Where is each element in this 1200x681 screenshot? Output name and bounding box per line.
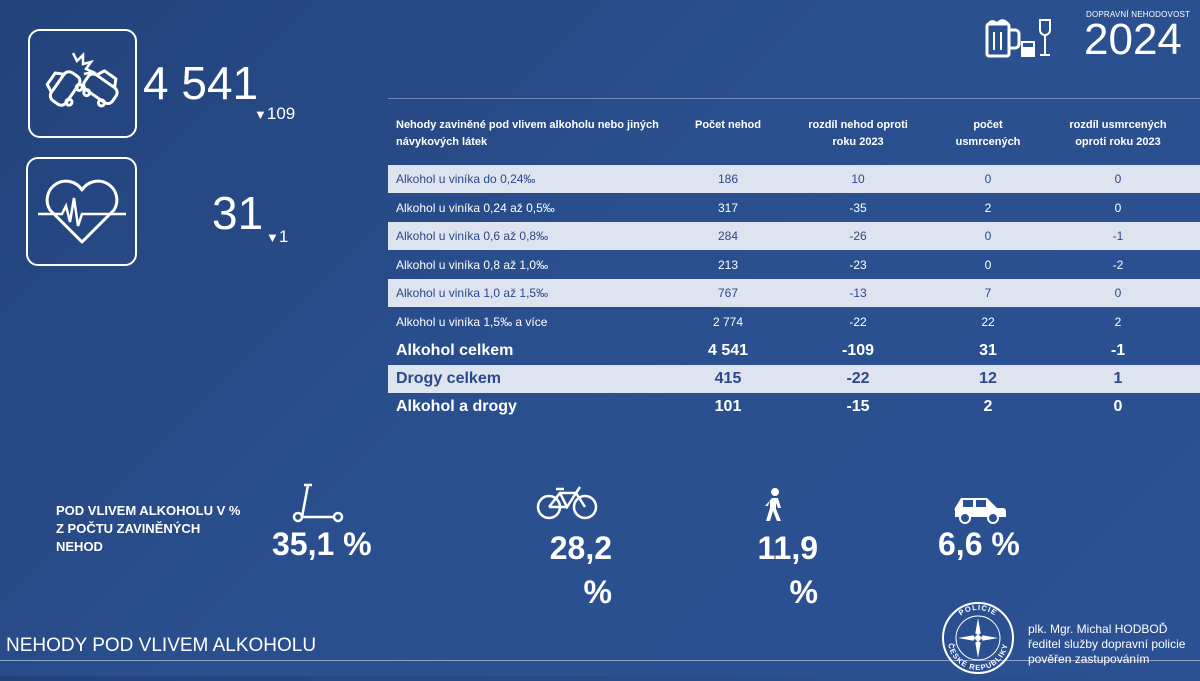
row-count: 415	[714, 370, 742, 387]
row-label: Alkohol u viníka 1,5‰ a více	[396, 315, 548, 329]
row-deaths-diff: 0	[1114, 201, 1122, 215]
car-crash-icon-box	[28, 29, 137, 138]
row-diff: -15	[846, 398, 870, 415]
down-arrow-icon: ▼	[254, 107, 267, 122]
row-count: 4 541	[707, 342, 749, 359]
table-row: Drogy celkem 415 -22 12 1	[388, 365, 1200, 393]
row-label: Alkohol u viníka 1,0 až 1,5‰	[396, 286, 549, 300]
row-deaths-diff: -2	[1112, 258, 1124, 272]
drinks-icon	[984, 16, 1056, 60]
row-count: 317	[717, 201, 739, 215]
bicycle-percent: 28,2 %	[542, 526, 612, 614]
row-count: 213	[717, 258, 739, 272]
row-diff: -13	[849, 286, 867, 300]
pedestrian-percent: 11,9 %	[748, 526, 818, 614]
pedestrian-percent-value: 11,9 %	[757, 530, 818, 610]
scooter-percent: 35,1 %	[272, 526, 372, 562]
row-count: 101	[714, 398, 742, 415]
row-deaths: 0	[984, 258, 992, 272]
car-percent: 6,6 %	[938, 526, 1020, 562]
accidents-delta: ▼109	[254, 104, 295, 124]
row-count: 186	[717, 172, 739, 186]
row-deaths: 0	[984, 229, 992, 243]
signature-line: plk. Mgr. Michal HODBOĎ	[1028, 622, 1168, 636]
row-diff: -22	[846, 370, 870, 387]
row-diff: -35	[849, 201, 867, 215]
row-diff: -22	[849, 315, 867, 329]
table-row: Alkohol celkem 4 541 -109 31 -1	[388, 337, 1200, 365]
row-deaths: 31	[979, 342, 997, 359]
table-row: Alkohol u viníka 1,0 až 1,5‰ 767 -13 7 0	[388, 279, 1200, 307]
row-label: Drogy celkem	[396, 370, 501, 387]
row-deaths: 12	[979, 370, 997, 387]
header-deaths: počet usmrcených	[955, 119, 1021, 148]
heartbeat-icon	[37, 179, 126, 243]
row-deaths-diff: 0	[1113, 398, 1123, 415]
row-diff: -26	[849, 229, 867, 243]
header-year: 2024	[1084, 15, 1182, 64]
row-diff: -23	[849, 258, 867, 272]
deaths-delta-value: 1	[278, 227, 289, 246]
down-arrow-icon: ▼	[266, 230, 279, 245]
percent-section-label: POD VLIVEM ALKOHOLU V % Z POČTU ZAVINĚNÝ…	[56, 503, 241, 554]
row-deaths-diff: 0	[1114, 172, 1122, 186]
row-label: Alkohol u viníka 0,6 až 0,8‰	[396, 229, 549, 243]
signature-block: plk. Mgr. Michal HODBOĎ ředitel služby d…	[1028, 622, 1185, 667]
header-category: Nehody zaviněné pod vlivem alkoholu nebo…	[396, 119, 659, 148]
row-deaths: 2	[983, 398, 993, 415]
row-label: Alkohol celkem	[396, 342, 514, 359]
row-deaths: 7	[984, 286, 992, 300]
row-label: Alkohol u viníka do 0,24‰	[396, 172, 536, 186]
table-row: Alkohol u viníka 0,24 až 0,5‰ 317 -35 2 0	[388, 194, 1200, 222]
row-deaths: 2	[984, 201, 992, 215]
row-diff: -109	[841, 342, 875, 359]
header-deaths-diff: rozdíl usmrcených oproti roku 2023	[1069, 119, 1167, 148]
row-label: Alkohol u viníka 0,8 až 1,0‰	[396, 258, 549, 272]
pedestrian-icon	[764, 488, 786, 527]
svg-text:POLICIE: POLICIE	[957, 603, 999, 618]
accidents-value: 4 541	[143, 57, 259, 109]
scooter-icon	[290, 483, 344, 528]
header-count: Počet nehod	[694, 119, 761, 131]
row-label: Alkohol a drogy	[396, 398, 517, 415]
heartbeat-icon-box	[26, 157, 137, 266]
signature-line: pověřen zastupováním	[1028, 652, 1150, 666]
row-diff: 10	[851, 172, 865, 186]
row-count: 767	[717, 286, 739, 300]
table-row: Alkohol u viníka do 0,24‰ 186 10 0 0	[388, 165, 1200, 193]
row-deaths-diff: 1	[1113, 370, 1123, 387]
car-icon	[951, 494, 1007, 529]
footer-title: NEHODY POD VLIVEM ALKOHOLU	[6, 635, 317, 656]
row-deaths-diff: -1	[1112, 229, 1124, 243]
header-subtitle: DOPRAVNÍ NEHODOVOST	[1086, 10, 1191, 19]
header-diff: rozdíl nehod oproti roku 2023	[808, 119, 908, 148]
car-crash-icon	[45, 51, 119, 107]
deaths-value: 31	[212, 187, 264, 239]
table-header: Nehody zaviněné pod vlivem alkoholu nebo…	[388, 98, 1200, 151]
bicycle-icon	[536, 485, 598, 526]
table-row: Alkohol u viníka 0,8 až 1,0‰ 213 -23 0 -2	[388, 251, 1200, 279]
table-row: Alkohol u viníka 1,5‰ a více 2 774 -22 22 2	[388, 308, 1200, 336]
table-row: Alkohol u viníka 0,6 až 0,8‰ 284 -26 0 -1	[388, 222, 1200, 250]
footer-line	[0, 660, 1200, 661]
row-count: 284	[717, 229, 739, 243]
row-count: 2 774	[712, 315, 744, 329]
table-row: Alkohol a drogy 101 -15 2 0	[388, 393, 1200, 421]
row-deaths: 0	[984, 172, 992, 186]
deaths-delta: ▼1	[266, 227, 288, 247]
accidents-delta-value: 109	[266, 104, 296, 123]
row-label: Alkohol u viníka 0,24 až 0,5‰	[396, 201, 555, 215]
police-seal-icon: POLICIE ČESKÉ REPUBLIKY	[940, 600, 1016, 681]
row-deaths: 22	[981, 315, 995, 329]
row-deaths-diff: 0	[1114, 286, 1122, 300]
row-deaths-diff: -1	[1110, 342, 1126, 359]
signature-line: ředitel služby dopravní policie	[1028, 637, 1186, 651]
row-deaths-diff: 2	[1114, 315, 1122, 329]
bicycle-percent-value: 28,2 %	[549, 530, 612, 610]
